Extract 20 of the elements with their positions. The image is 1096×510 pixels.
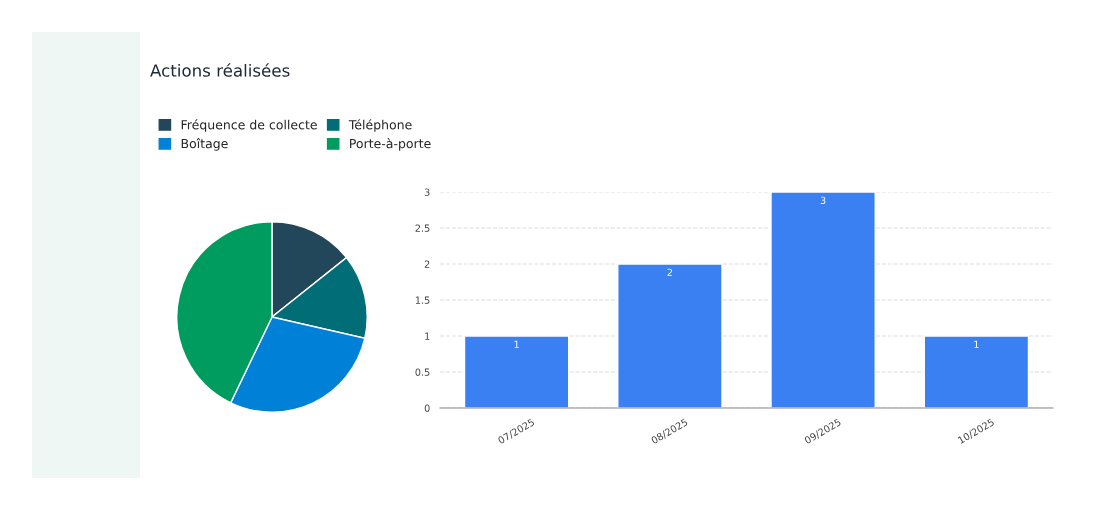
legend-label: Boîtage: [181, 138, 228, 151]
legend-label: Téléphone: [348, 119, 412, 132]
bar: [617, 263, 723, 408]
data-label: 1: [514, 340, 519, 348]
y-tick-label: 1.5: [415, 296, 430, 304]
y-tick-label: 1: [425, 332, 430, 340]
chart-title: Actions réalisées: [150, 63, 290, 77]
data-label: 3: [820, 196, 826, 205]
legend-label: Fréquence de collecte: [181, 119, 317, 132]
data-label: 2: [667, 268, 672, 276]
bar: [923, 335, 1030, 408]
y-tick-label: 2.5: [415, 224, 430, 232]
y-tick-label: 3: [424, 188, 430, 196]
y-tick-label: 0.5: [415, 368, 430, 376]
y-tick-label: 0: [424, 404, 430, 412]
bar: [770, 192, 876, 408]
bar: [463, 335, 570, 408]
data-label: 1: [974, 340, 979, 348]
legend-label: Porte-à-porte: [350, 138, 431, 151]
y-tick-label: 2: [424, 260, 430, 268]
